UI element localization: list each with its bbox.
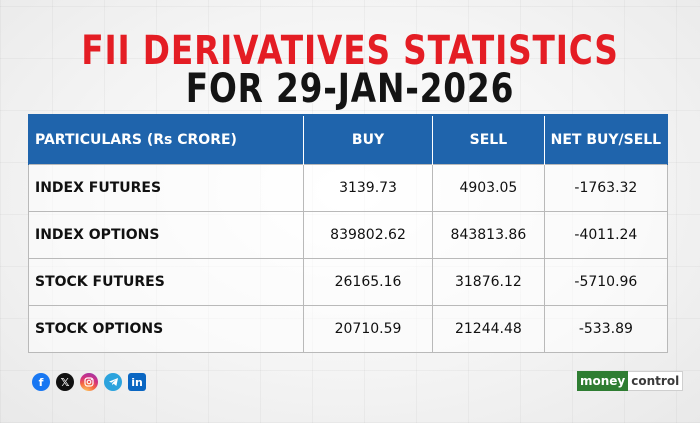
title-line-1: FII DERIVATIVES STATISTICS [81, 28, 619, 74]
buy-cell: 26165.16 [302, 258, 434, 306]
logo-control-part: control [628, 371, 684, 391]
sell-cell: 31876.12 [432, 258, 545, 306]
moneycontrol-logo: money control [577, 371, 684, 391]
logo-money-part: money [577, 371, 629, 391]
header-sell: SELL [432, 114, 545, 165]
header-particulars: PARTICULARS (Rs CRORE) [28, 114, 304, 165]
derivatives-table: PARTICULARS (Rs CRORE) BUY SELL NET BUY/… [28, 114, 669, 353]
title-line-2: FOR 29-JAN-2026 [185, 66, 515, 112]
sell-cell: 843813.86 [432, 211, 545, 259]
row-label: INDEX OPTIONS [28, 211, 304, 259]
telegram-icon[interactable] [104, 373, 122, 391]
facebook-icon[interactable]: f [32, 373, 50, 391]
linkedin-icon[interactable]: in [128, 373, 146, 391]
table-row: STOCK FUTURES 26165.16 31876.12 -5710.96 [28, 258, 669, 306]
sell-cell: 21244.48 [432, 305, 545, 353]
row-label: STOCK FUTURES [28, 258, 304, 306]
instagram-icon[interactable] [80, 373, 98, 391]
social-links: f 𝕏 in [32, 373, 146, 391]
buy-cell: 20710.59 [302, 305, 434, 353]
header-net: NET BUY/SELL [543, 114, 669, 165]
net-cell: -5710.96 [543, 258, 669, 306]
table-row: INDEX OPTIONS 839802.62 843813.86 -4011.… [28, 211, 669, 259]
x-icon[interactable]: 𝕏 [56, 373, 74, 391]
sell-cell: 4903.05 [432, 164, 545, 212]
buy-cell: 839802.62 [302, 211, 434, 259]
buy-cell: 3139.73 [302, 164, 434, 212]
row-label: INDEX FUTURES [28, 164, 304, 212]
table-row: STOCK OPTIONS 20710.59 21244.48 -533.89 [28, 305, 669, 353]
row-label: STOCK OPTIONS [28, 305, 304, 353]
header-buy: BUY [302, 114, 434, 165]
table-row: INDEX FUTURES 3139.73 4903.05 -1763.32 [28, 164, 669, 212]
net-cell: -533.89 [543, 305, 669, 353]
table-header-row: PARTICULARS (Rs CRORE) BUY SELL NET BUY/… [28, 114, 669, 165]
net-cell: -1763.32 [543, 164, 669, 212]
net-cell: -4011.24 [543, 211, 669, 259]
